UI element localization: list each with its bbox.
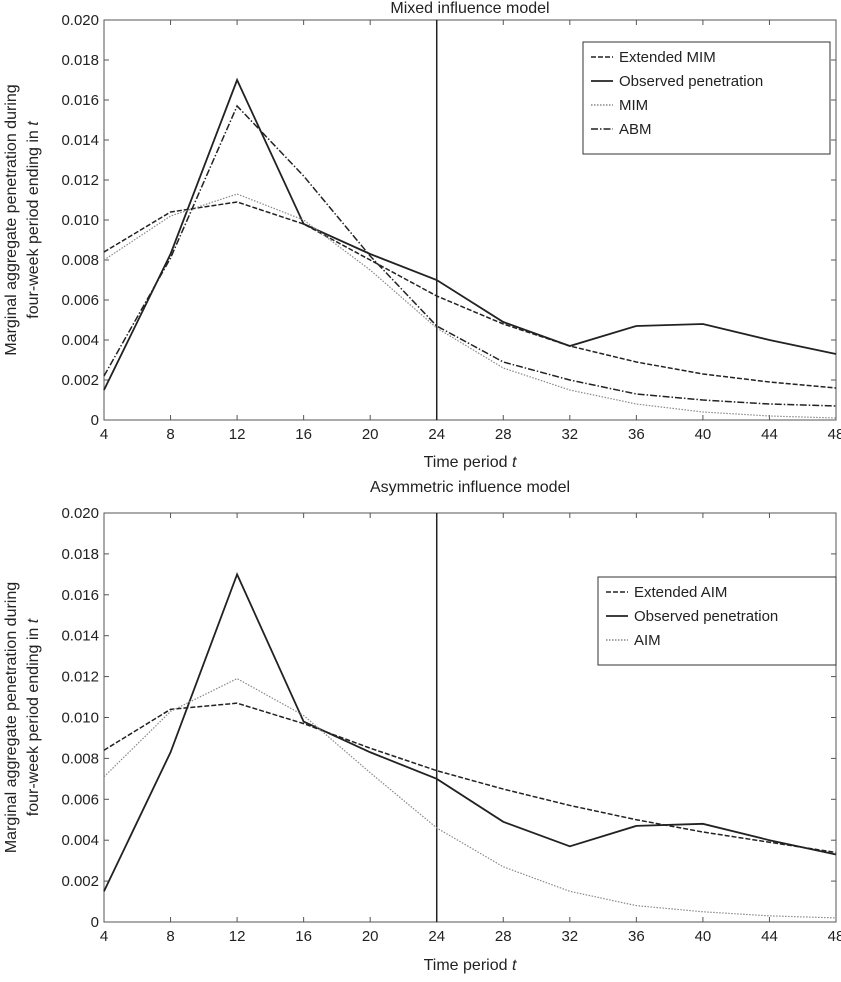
x-tick-label: 48 xyxy=(828,928,841,945)
x-tick-label: 24 xyxy=(428,426,445,443)
chart-title: Mixed influence model xyxy=(390,0,549,17)
plot-frame xyxy=(104,513,836,922)
x-tick-label: 12 xyxy=(229,928,246,945)
y-tick-label: 0.014 xyxy=(61,628,99,645)
y-tick-label: 0.020 xyxy=(61,505,99,522)
x-tick-label: 36 xyxy=(628,426,645,443)
chart-title: Asymmetric influence model xyxy=(370,479,570,496)
x-tick-label: 24 xyxy=(428,928,445,945)
y-tick-label: 0.008 xyxy=(61,252,99,269)
x-tick-label: 4 xyxy=(100,426,108,443)
y-tick-label: 0.016 xyxy=(61,92,99,109)
x-axis-label: Time period t xyxy=(424,957,517,974)
x-tick-label: 48 xyxy=(828,426,841,443)
x-tick-label: 32 xyxy=(561,426,578,443)
x-tick-label: 20 xyxy=(362,928,379,945)
legend-label: AIM xyxy=(634,632,661,649)
legend-label: Extended MIM xyxy=(619,49,716,66)
y-axis-label: Marginal aggregate penetration during xyxy=(3,84,20,355)
y-tick-label: 0.014 xyxy=(61,132,99,149)
x-tick-label: 40 xyxy=(695,928,712,945)
x-tick-label: 32 xyxy=(561,928,578,945)
x-tick-label: 12 xyxy=(229,426,246,443)
y-tick-label: 0.004 xyxy=(61,332,99,349)
y-tick-label: 0.020 xyxy=(61,12,99,29)
y-tick-label: 0 xyxy=(91,914,99,931)
y-tick-label: 0.002 xyxy=(61,873,99,890)
y-tick-label: 0.006 xyxy=(61,292,99,309)
x-tick-label: 20 xyxy=(362,426,379,443)
y-tick-label: 0.016 xyxy=(61,587,99,604)
legend-label: Observed penetration xyxy=(634,608,778,625)
legend: Extended MIM Observed penetration MIM ABM xyxy=(583,42,830,154)
chart-panel-0: Mixed influence model 0 0.002 0.004 0.006 0.0… xyxy=(3,0,841,471)
legend: Extended AIM Observed penetration AIM xyxy=(598,577,836,665)
x-tick-label: 44 xyxy=(761,426,778,443)
y-tick-label: 0.002 xyxy=(61,372,99,389)
x-tick-label: 8 xyxy=(166,426,174,443)
x-tick-label: 8 xyxy=(166,928,174,945)
x-tick-label: 16 xyxy=(295,426,312,443)
x-axis-label: Time period t xyxy=(424,454,517,471)
legend-label: MIM xyxy=(619,97,648,114)
y-tick-label: 0.012 xyxy=(61,669,99,686)
series-line-extended-mim xyxy=(104,202,836,388)
x-tick-label: 16 xyxy=(295,928,312,945)
y-tick-label: 0.018 xyxy=(61,546,99,563)
x-tick-label: 40 xyxy=(695,426,712,443)
x-tick-label: 44 xyxy=(761,928,778,945)
legend-label: ABM xyxy=(619,121,652,138)
x-tick-label: 28 xyxy=(495,426,512,443)
legend-label: Extended AIM xyxy=(634,584,727,601)
y-tick-label: 0.012 xyxy=(61,172,99,189)
x-tick-label: 4 xyxy=(100,928,108,945)
y-tick-label: 0 xyxy=(91,412,99,429)
chart-panel-1: Asymmetric influence model 0 0.002 0.004 0.0… xyxy=(3,479,841,974)
y-tick-label: 0.006 xyxy=(61,791,99,808)
series-line-aim xyxy=(104,679,836,918)
y-axis-label: Marginal aggregate penetration during xyxy=(3,582,20,853)
y-axis-label: four-week period ending in t xyxy=(25,618,42,816)
y-tick-label: 0.018 xyxy=(61,52,99,69)
series-line-mim xyxy=(104,194,836,418)
legend-label: Observed penetration xyxy=(619,73,763,90)
y-tick-label: 0.010 xyxy=(61,710,99,727)
y-axis-label: four-week period ending in t xyxy=(25,121,42,319)
y-tick-label: 0.004 xyxy=(61,832,99,849)
x-tick-label: 28 xyxy=(495,928,512,945)
y-tick-label: 0.008 xyxy=(61,750,99,767)
x-tick-label: 36 xyxy=(628,928,645,945)
y-tick-label: 0.010 xyxy=(61,212,99,229)
